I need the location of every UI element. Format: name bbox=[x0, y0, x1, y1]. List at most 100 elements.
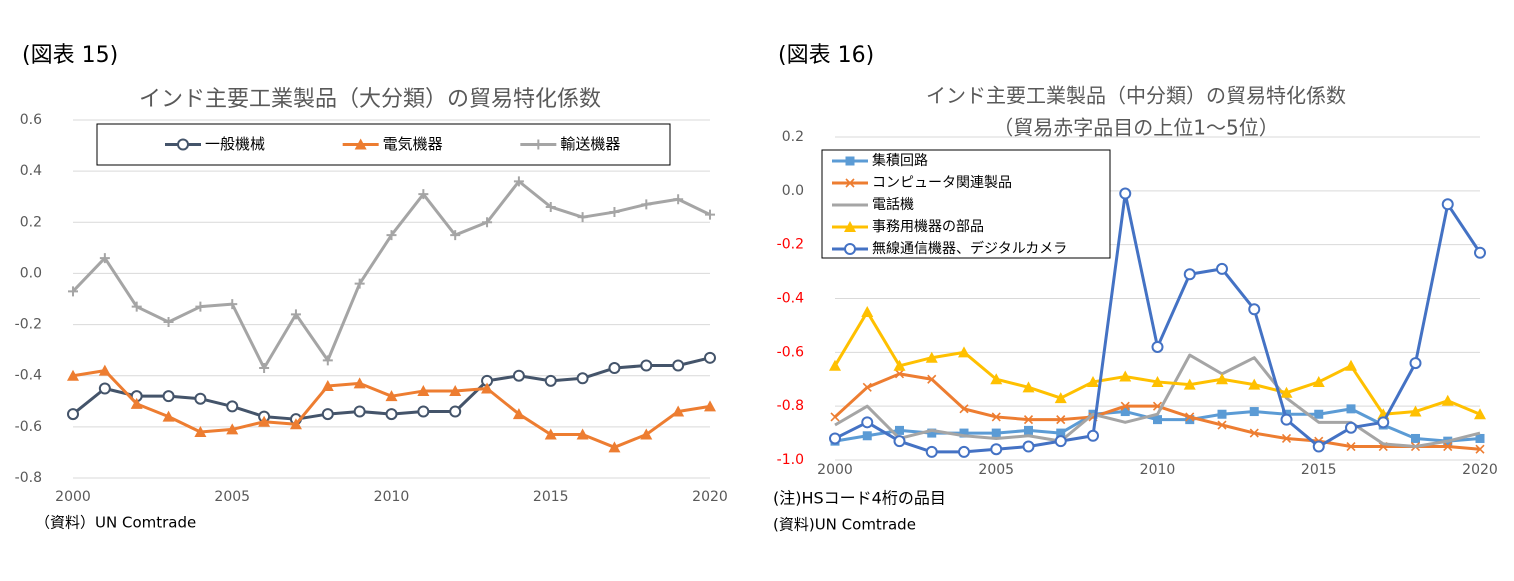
point bbox=[481, 382, 494, 394]
y-tick-label: 0.6 bbox=[20, 112, 42, 128]
point bbox=[1216, 373, 1228, 385]
y-tick-label: -0.6 bbox=[777, 344, 804, 360]
point bbox=[1249, 428, 1259, 438]
legend-label: コンピュータ関連製品 bbox=[872, 175, 1012, 191]
point bbox=[1474, 408, 1486, 420]
point bbox=[1314, 409, 1324, 419]
point bbox=[177, 138, 189, 151]
point bbox=[1217, 420, 1227, 430]
y-tick-label: -0.6 bbox=[15, 419, 42, 435]
y-tick-label: 0.4 bbox=[20, 163, 42, 179]
point bbox=[1120, 401, 1130, 411]
x-tick-label: 2000 bbox=[55, 489, 91, 505]
point bbox=[1249, 407, 1259, 417]
point bbox=[830, 412, 840, 422]
y-tick-label: 0.0 bbox=[782, 183, 804, 199]
point bbox=[1281, 433, 1292, 444]
figure-label: (図表 15) bbox=[22, 43, 118, 68]
point bbox=[1054, 435, 1067, 448]
point bbox=[353, 377, 366, 389]
point bbox=[226, 423, 239, 435]
point bbox=[845, 178, 855, 188]
point bbox=[1056, 428, 1066, 438]
point bbox=[162, 390, 175, 403]
point bbox=[258, 415, 271, 427]
point bbox=[512, 369, 525, 382]
point bbox=[1119, 370, 1132, 382]
point bbox=[1441, 198, 1454, 211]
legend-label: 電気機器 bbox=[383, 135, 443, 153]
point bbox=[958, 346, 970, 358]
point bbox=[226, 400, 239, 413]
point bbox=[608, 362, 621, 375]
point bbox=[322, 355, 333, 366]
point bbox=[353, 405, 366, 418]
y-tick-label: -0.4 bbox=[777, 291, 804, 307]
point bbox=[1248, 378, 1261, 390]
point bbox=[194, 392, 207, 405]
point bbox=[1475, 444, 1485, 454]
y-tick-label: -1.0 bbox=[777, 452, 804, 468]
point bbox=[640, 359, 653, 372]
y-tick-label: -0.4 bbox=[15, 368, 42, 384]
point bbox=[991, 412, 1001, 422]
point bbox=[927, 374, 937, 384]
note: (注)HSコード4桁の品目 bbox=[773, 489, 946, 508]
point bbox=[512, 408, 525, 420]
point bbox=[544, 428, 557, 440]
point bbox=[386, 230, 397, 241]
point bbox=[1054, 392, 1067, 404]
point bbox=[1153, 415, 1162, 425]
point bbox=[98, 382, 111, 395]
point bbox=[958, 445, 970, 458]
point bbox=[991, 428, 1001, 438]
legend: 一般機械 電気機器 輸送機器 bbox=[96, 123, 671, 166]
y-tick-label: 0.2 bbox=[782, 129, 804, 145]
point bbox=[1411, 433, 1420, 443]
point bbox=[1409, 405, 1422, 417]
point bbox=[449, 385, 462, 397]
x-tick-label: 2010 bbox=[374, 489, 410, 505]
point bbox=[131, 301, 142, 312]
legend-label: 輸送機器 bbox=[560, 135, 620, 153]
point bbox=[893, 359, 906, 371]
point bbox=[640, 428, 653, 440]
y-tick-label: 0.2 bbox=[20, 214, 42, 230]
point bbox=[576, 428, 589, 440]
legend-label: 電話機 bbox=[872, 196, 914, 213]
point bbox=[1120, 407, 1130, 417]
point bbox=[894, 369, 905, 379]
x-tick-label: 2015 bbox=[1301, 462, 1337, 478]
point bbox=[861, 305, 874, 317]
point bbox=[68, 286, 78, 297]
point bbox=[1151, 340, 1164, 353]
point bbox=[672, 405, 685, 417]
legend-label: 一般機械 bbox=[205, 135, 265, 153]
point bbox=[990, 373, 1003, 385]
point bbox=[194, 425, 207, 437]
point bbox=[862, 382, 872, 392]
point bbox=[1087, 375, 1099, 387]
point bbox=[321, 408, 334, 421]
point bbox=[513, 176, 524, 187]
point bbox=[1377, 416, 1390, 429]
point bbox=[195, 301, 206, 312]
point bbox=[641, 199, 652, 210]
point bbox=[1119, 187, 1132, 200]
point bbox=[417, 405, 430, 418]
point bbox=[1346, 441, 1356, 452]
point bbox=[1474, 246, 1486, 259]
point bbox=[959, 428, 969, 438]
point bbox=[1185, 415, 1195, 425]
y-tick-label: -0.8 bbox=[777, 398, 804, 414]
point bbox=[861, 416, 874, 429]
point bbox=[673, 194, 684, 205]
point bbox=[1345, 359, 1357, 371]
point bbox=[162, 410, 175, 422]
point bbox=[1346, 404, 1356, 414]
point bbox=[354, 138, 367, 150]
point bbox=[418, 189, 429, 200]
y-tick-label: -0.2 bbox=[15, 317, 42, 333]
x-tick-label: 2005 bbox=[978, 462, 1014, 478]
point bbox=[990, 443, 1003, 456]
